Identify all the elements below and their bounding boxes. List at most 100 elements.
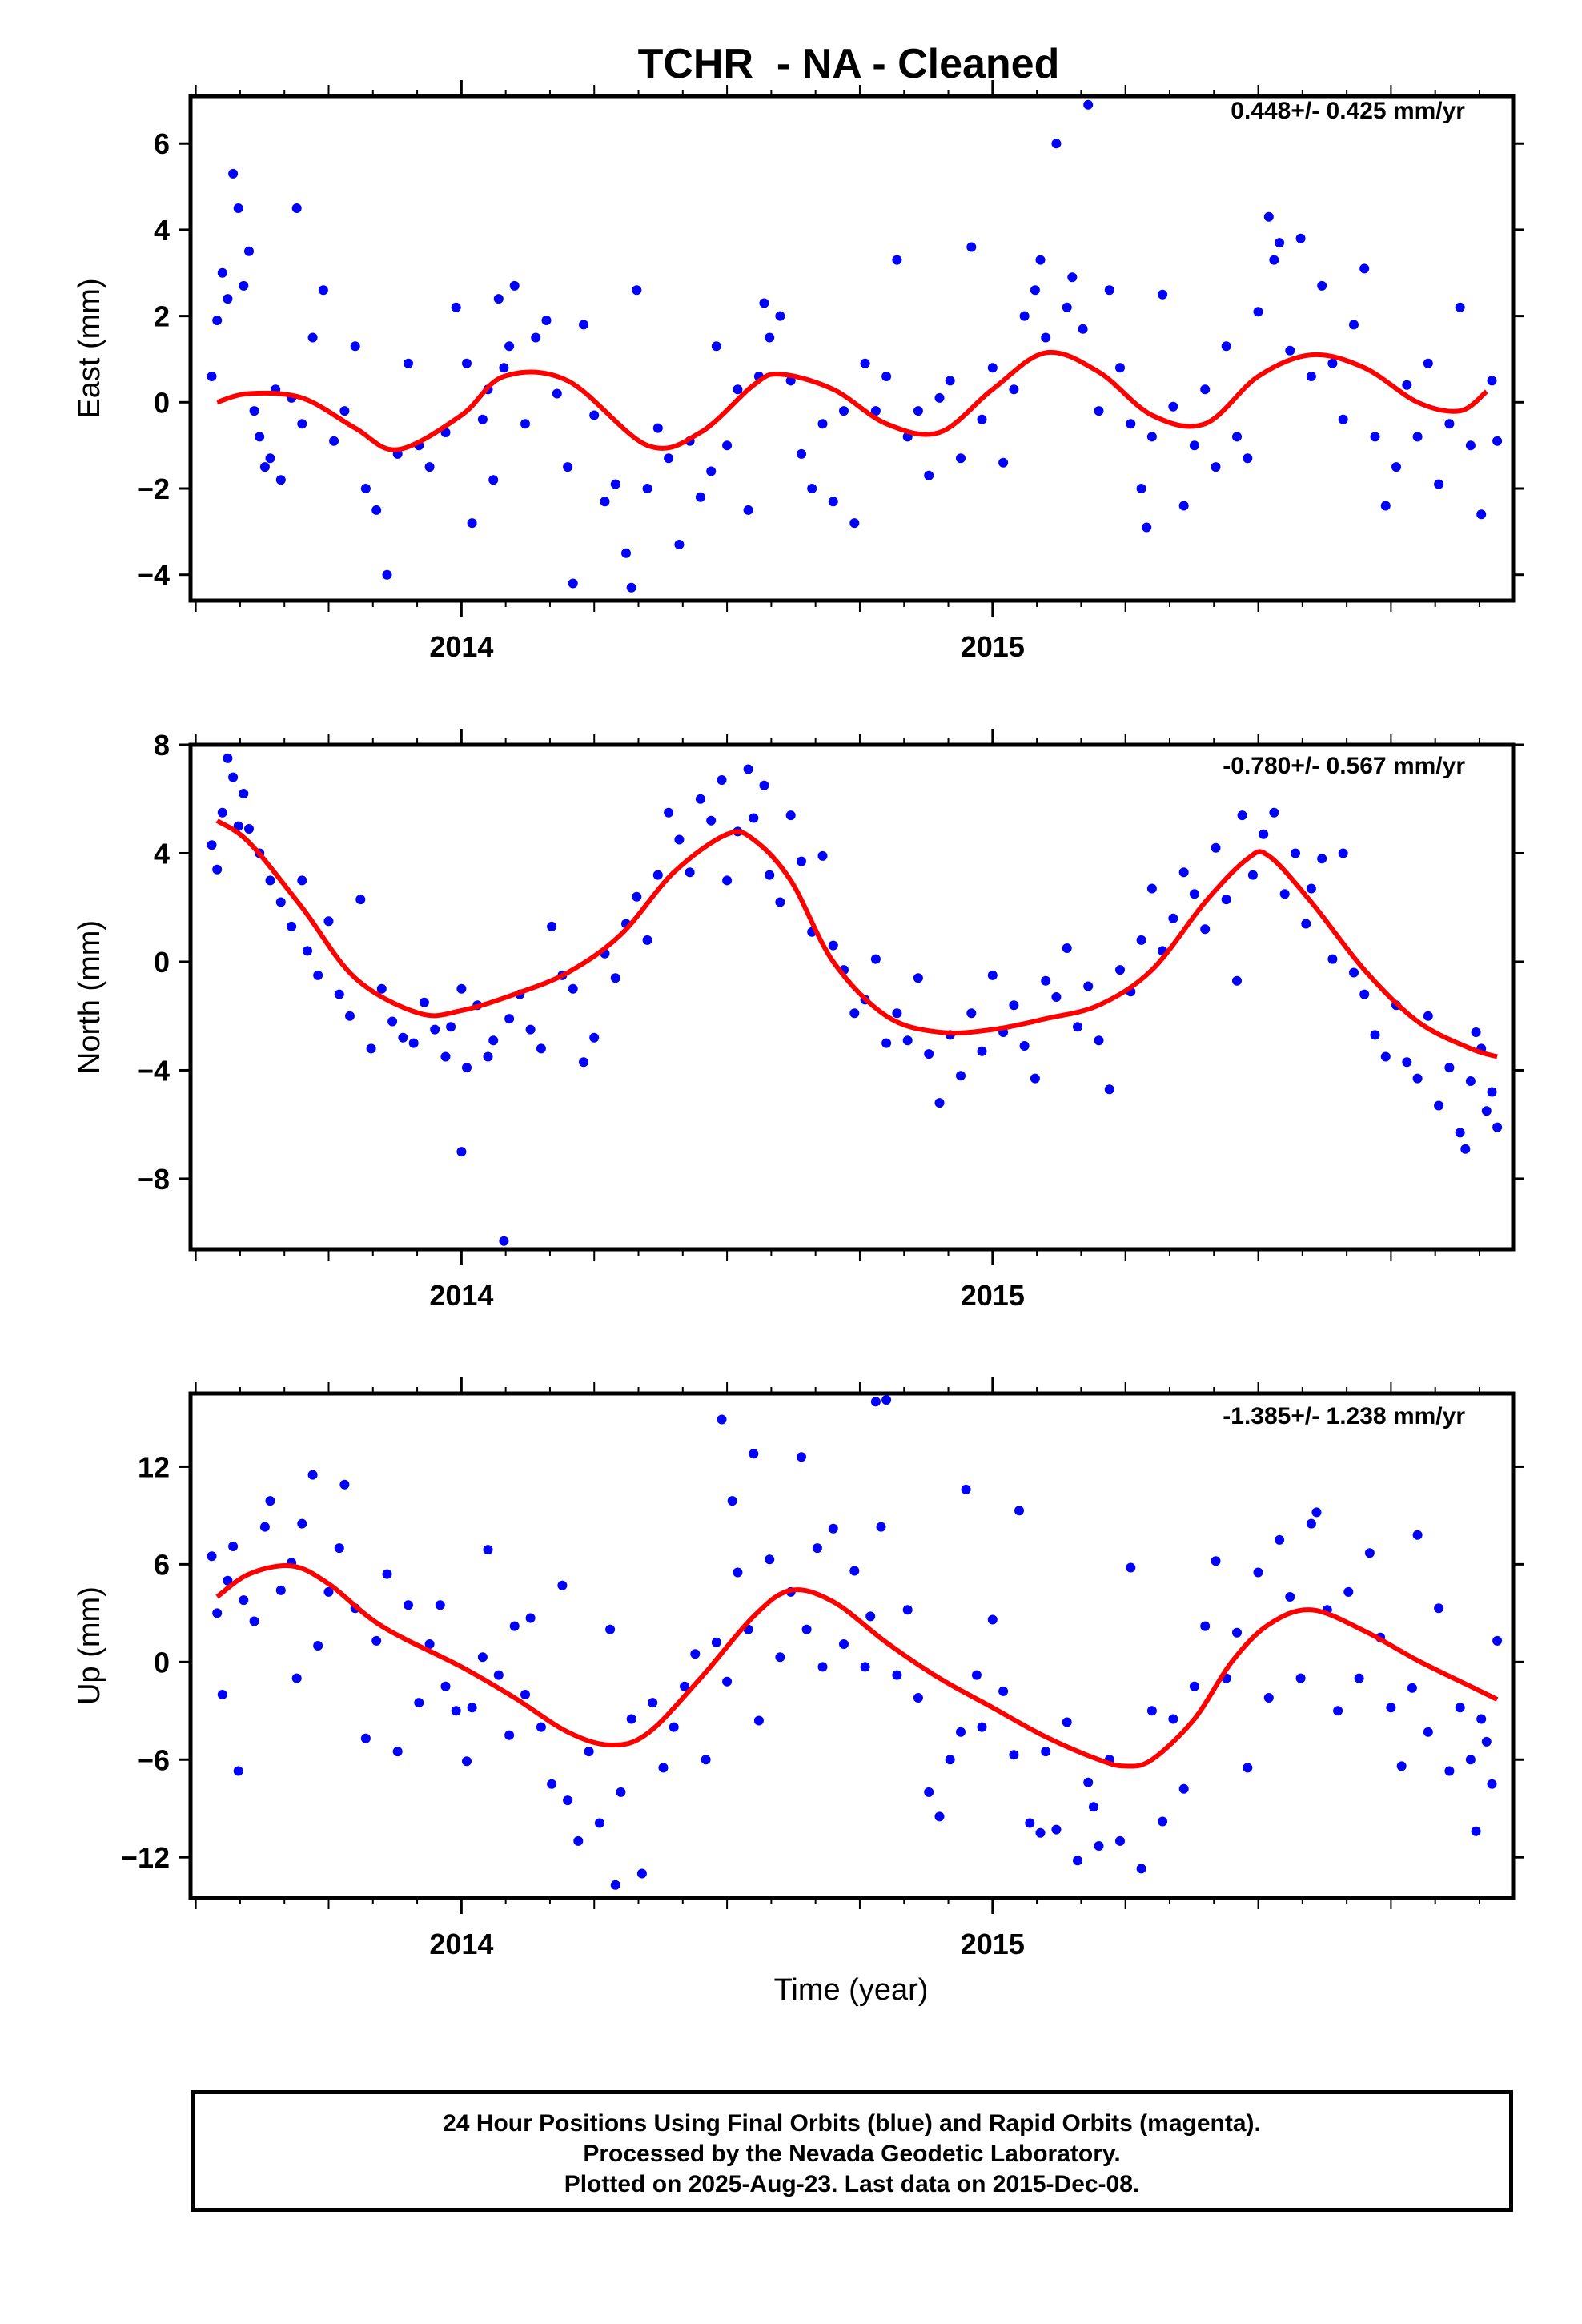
up-data-point xyxy=(249,1616,259,1626)
up-data-point xyxy=(1126,1562,1136,1573)
east-data-point xyxy=(839,406,849,416)
east-y-tick-label: 4 xyxy=(154,214,170,247)
east-data-point xyxy=(493,294,504,304)
north-data-point xyxy=(297,875,307,886)
north-data-point xyxy=(1189,889,1199,899)
east-data-point xyxy=(652,423,663,433)
east-data-point xyxy=(1465,440,1476,451)
north-marks xyxy=(207,753,1503,1246)
up-marks xyxy=(207,1395,1503,1890)
north-data-point xyxy=(956,1071,966,1081)
east-data-point xyxy=(552,388,562,399)
north-data-point xyxy=(797,856,806,866)
up-data-point xyxy=(828,1523,838,1534)
footer-line-3: Plotted on 2025-Aug-23. Last data on 201… xyxy=(564,2171,1140,2197)
east-data-point xyxy=(674,540,685,549)
east-data-point xyxy=(404,358,413,368)
north-x-tick-label: 2015 xyxy=(961,1279,1025,1312)
east-y-tick-label: 6 xyxy=(154,127,170,160)
north-data-point xyxy=(664,807,674,818)
north-data-point xyxy=(456,1147,467,1157)
up-data-point xyxy=(1471,1826,1481,1836)
up-data-point xyxy=(956,1727,966,1737)
up-data-point xyxy=(733,1567,743,1578)
up-data-point xyxy=(765,1554,775,1565)
up-data-point xyxy=(504,1730,515,1740)
east-data-point xyxy=(488,475,499,485)
north-data-point xyxy=(207,840,217,850)
up-data-point xyxy=(1232,1627,1242,1638)
east-data-point xyxy=(1455,302,1465,312)
east-data-point xyxy=(360,484,371,493)
north-data-point xyxy=(1349,967,1359,978)
up-data-point xyxy=(371,1635,382,1646)
up-data-point xyxy=(839,1639,849,1649)
up-data-point xyxy=(1492,1635,1503,1646)
up-data-point xyxy=(1189,1681,1199,1691)
east-data-point xyxy=(1349,320,1359,330)
east-data-point xyxy=(520,419,530,429)
up-data-point xyxy=(1412,1530,1423,1540)
up-data-point xyxy=(217,1690,227,1699)
north-data-point xyxy=(419,997,429,1007)
north-data-point xyxy=(1136,935,1146,945)
north-y-tick-label: −4 xyxy=(137,1054,170,1087)
east-data-point xyxy=(329,436,339,446)
east-y-tick-label: 0 xyxy=(154,386,170,419)
east-panel: −4 −2 0 2 4 6 2014 2015 East (mm) 0.448+/- 0.425 … xyxy=(73,80,1524,663)
east-data-point xyxy=(1380,501,1391,511)
up-data-point xyxy=(1407,1683,1417,1693)
east-data-point xyxy=(255,432,265,442)
north-data-point xyxy=(881,1038,892,1048)
up-data-point xyxy=(233,1766,243,1776)
east-fit-curve xyxy=(216,349,1488,452)
east-data-point xyxy=(297,419,307,429)
up-data-point xyxy=(690,1649,701,1659)
north-data-point xyxy=(579,1057,588,1068)
up-data-point xyxy=(892,1670,902,1680)
east-data-point xyxy=(998,457,1009,468)
east-data-point xyxy=(1263,211,1274,222)
up-x-tick-label: 2014 xyxy=(429,1928,493,1960)
north-panel: −8 −4 0 4 8 2014 2015 North (mm) -0.780+/- 0.567… xyxy=(73,729,1524,1312)
east-data-point xyxy=(467,518,477,529)
up-data-point xyxy=(636,1868,647,1879)
east-y-axis-label: East (mm) xyxy=(73,278,106,418)
east-data-point xyxy=(212,316,223,325)
east-data-point xyxy=(807,484,817,493)
north-data-point xyxy=(488,1035,499,1046)
north-data-point xyxy=(1481,1106,1492,1116)
north-data-point xyxy=(706,815,717,826)
east-x-tick-label: 2014 xyxy=(429,630,493,663)
north-data-point xyxy=(759,780,769,790)
east-data-point xyxy=(632,285,642,296)
north-data-point xyxy=(977,1046,987,1056)
east-data-point xyxy=(913,406,923,416)
north-data-point xyxy=(313,970,323,980)
north-data-point xyxy=(398,1032,408,1043)
up-data-point xyxy=(207,1551,217,1562)
up-y-tick-label: −6 xyxy=(137,1743,170,1776)
north-data-point xyxy=(1306,883,1316,894)
north-data-point xyxy=(1359,989,1370,999)
east-data-point xyxy=(239,280,249,291)
up-data-point xyxy=(339,1479,350,1490)
up-data-point xyxy=(525,1613,536,1623)
east-data-point xyxy=(1041,332,1051,343)
north-data-point xyxy=(228,772,239,782)
up-data-point xyxy=(477,1652,488,1663)
east-data-point xyxy=(1423,358,1433,368)
up-data-point xyxy=(775,1652,785,1663)
east-data-point xyxy=(504,341,515,352)
up-data-point xyxy=(658,1763,669,1773)
east-data-point xyxy=(1035,255,1046,265)
east-rate-label: 0.448+/- 0.425 mm/yr xyxy=(1231,98,1465,124)
north-data-point xyxy=(408,1038,419,1048)
north-data-point xyxy=(1094,1035,1104,1046)
east-marks xyxy=(207,99,1503,593)
north-data-point xyxy=(902,1035,913,1046)
north-data-point xyxy=(456,983,467,994)
up-y-tick-label: 0 xyxy=(154,1646,170,1679)
north-data-point xyxy=(1104,1084,1114,1095)
up-data-point xyxy=(876,1522,886,1532)
